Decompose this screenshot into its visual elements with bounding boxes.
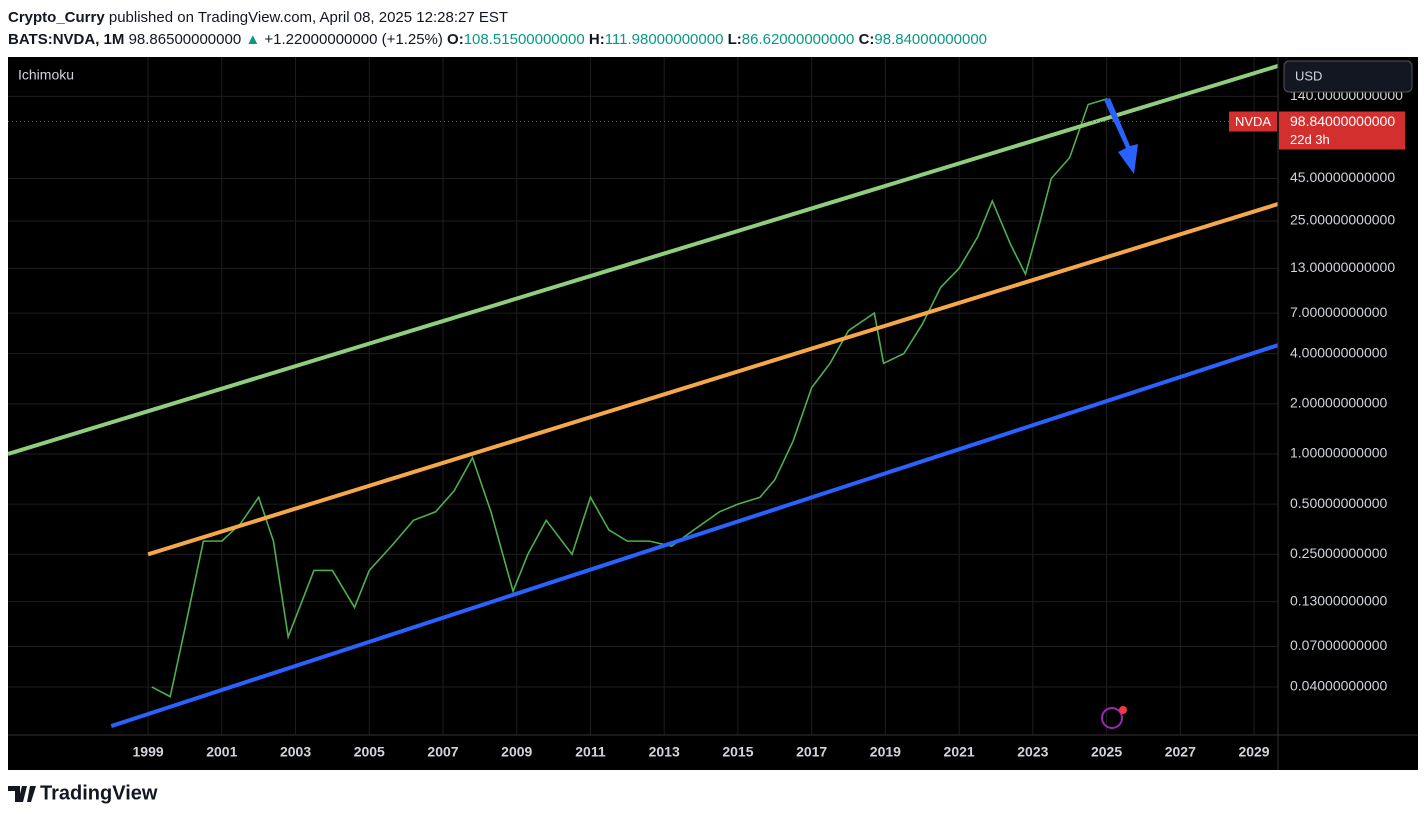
x-tick-label: 2001 [206,744,237,760]
y-tick-label: 25.00000000000 [1290,212,1395,228]
arrow-drawing [1104,98,1138,174]
series-line [151,97,1115,698]
header: Crypto_Curry published on TradingView.co… [8,7,987,51]
assistant-icon[interactable] [1101,707,1123,729]
high: 111.98000000000 [604,31,724,48]
series-line [8,64,1278,456]
x-tick-label: 2023 [1017,744,1048,760]
logo [8,786,36,802]
last-price-box [1279,111,1405,150]
c-label: C: [858,31,875,48]
open: 108.51500000000 [463,31,585,48]
footer-brand: TradingView [40,782,158,804]
symbol-tag-box [1229,111,1277,132]
x-tick-label: 2029 [1238,744,1269,760]
close: 98.84000000000 [874,31,988,48]
x-tick-label: 2009 [501,744,532,760]
x-tick-label: 2011 [575,744,606,760]
x-tick-label: 2005 [354,744,385,760]
x-tick-label: 2007 [427,744,458,760]
notification-dot [1119,706,1127,714]
series-line [147,202,1278,557]
low: 86.62000000000 [741,31,855,48]
y-tick-label: 45.00000000000 [1290,169,1395,185]
plot [8,64,1278,728]
x-tick-label: 2027 [1165,744,1196,760]
axis-labels: 0.04000000000 0.07000000000 0.13000000000 0… [133,87,1405,760]
x-tick-label: 2019 [870,744,901,760]
change: +1.22000000000 (+1.25%) [264,31,443,48]
currency[interactable]: USD [1295,68,1322,83]
l-label: L: [727,31,742,48]
author: Crypto_Curry [8,9,105,26]
countdown: 22d 3h [1290,132,1330,147]
arrow: ▲ [245,31,261,48]
y-tick-label: 0.07000000000 [1290,637,1388,653]
published: published on TradingView.com, April 08, … [108,9,509,26]
x-tick-label: 2017 [796,744,827,760]
y-tick-label: 4.00000000000 [1290,344,1388,360]
y-tick-label: 0.13000000000 [1290,592,1388,608]
header-line-1: Crypto_Curry published on TradingView.co… [8,7,987,29]
y-tick-label: 1.00000000000 [1290,445,1388,461]
y-tick-label: 13.00000000000 [1290,259,1395,275]
x-tick-label: 2013 [649,744,680,760]
x-tick-label: 2025 [1091,744,1122,760]
y-tick-label: 0.50000000000 [1290,495,1388,511]
x-tick-label: 1999 [133,744,164,760]
x-tick-label: 2003 [280,744,311,760]
y-tick-label: 0.04000000000 [1290,678,1388,694]
price: 98.86500000000 [128,31,242,48]
grid [8,57,1278,735]
symbol-tag: NVDA [1235,114,1271,129]
x-tick-label: 2015 [722,744,753,760]
y-tick-label: 0.25000000000 [1290,545,1388,561]
currency-box[interactable] [1283,60,1413,93]
indicator-label: Ichimoku [18,67,74,83]
chart-background [8,57,1418,770]
x-tick-label: 2021 [944,744,975,760]
symbol: BATS:NVDA, 1M [8,31,125,48]
header-line-2: BATS:NVDA, 1M 98.86500000000 ▲ +1.220000… [8,29,987,51]
y-tick-label: 2.00000000000 [1290,395,1388,411]
o-label: O: [447,31,464,48]
series-line [110,343,1278,728]
y-tick-label: 7.00000000000 [1290,304,1388,320]
h-label: H: [588,31,605,48]
last-price-label: 98.84000000000 [1290,113,1395,129]
